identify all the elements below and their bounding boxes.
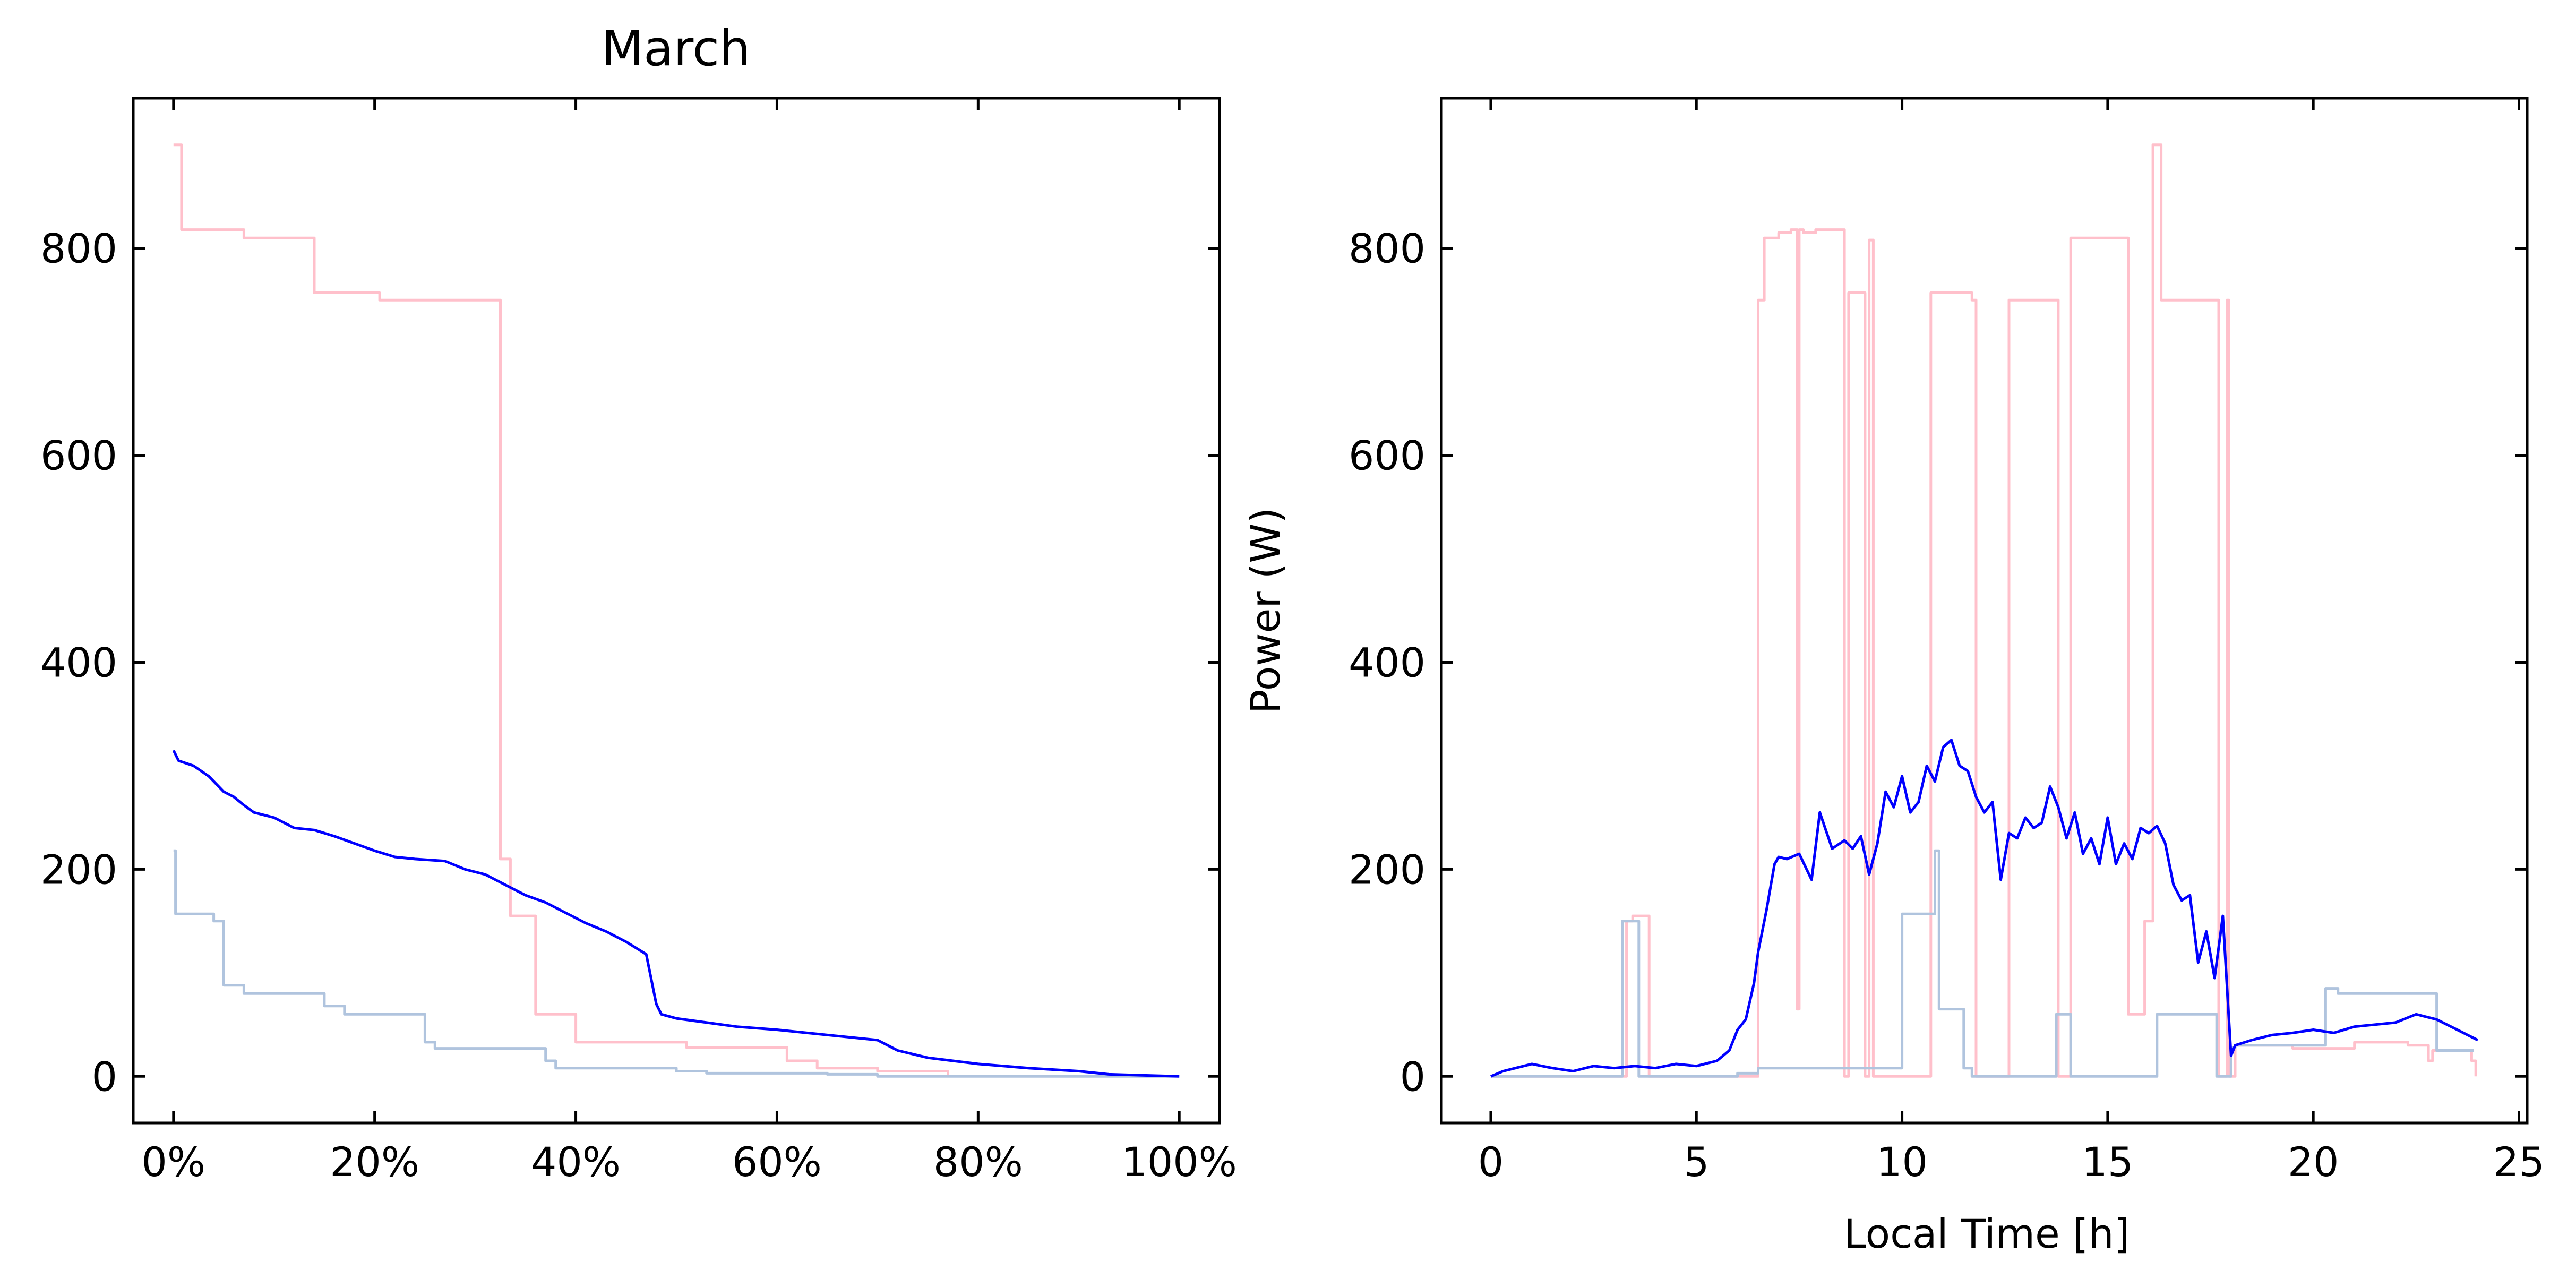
series-line-2 xyxy=(173,849,1180,1078)
ticks-layer: 0% 20% 40% 60% 80% 100% 0 200 400 600 800 xyxy=(40,98,1237,1186)
series-line-3 xyxy=(1490,739,2479,1078)
chart-march: March 0% 20% 40% 60% 80% 100% 0 200 400 600 800 xyxy=(40,20,1237,1186)
series-layer xyxy=(172,143,1180,1078)
x-axis-label: Local Time [h] xyxy=(1844,1210,2130,1257)
x-tick-label: 60% xyxy=(732,1138,822,1186)
series-line-3 xyxy=(172,750,1180,1078)
x-tick-label: 0 xyxy=(1478,1138,1504,1186)
y-tick-label: 800 xyxy=(1349,225,1426,272)
y-tick-label: 0 xyxy=(1400,1053,1426,1100)
x-tick-label: 40% xyxy=(531,1138,621,1186)
plot-frame xyxy=(1440,97,2529,1125)
series-line-2 xyxy=(1491,849,2474,1078)
ticks-layer: 0 5 10 15 20 25 0 200 400 600 800 xyxy=(1349,98,2545,1186)
y-tick-label: 600 xyxy=(1349,432,1426,479)
x-tick-label: 20 xyxy=(2288,1138,2339,1186)
x-tick-label: 100% xyxy=(1122,1138,1237,1186)
y-tick-label: 800 xyxy=(40,225,117,272)
x-tick-label: 25 xyxy=(2493,1138,2545,1186)
x-tick-label: 20% xyxy=(330,1138,419,1186)
y-axis-label: Power (W) xyxy=(1242,508,1289,714)
x-tick-label: 15 xyxy=(2082,1138,2134,1186)
y-tick-label: 200 xyxy=(40,846,117,893)
series-layer xyxy=(1490,143,2479,1078)
plot-frame xyxy=(132,97,1221,1125)
y-tick-label: 0 xyxy=(92,1053,117,1100)
y-tick-label: 600 xyxy=(40,432,117,479)
y-tick-label: 400 xyxy=(40,639,117,686)
x-tick-label: 10 xyxy=(1876,1138,1928,1186)
chart-title: March xyxy=(602,20,750,77)
x-tick-label: 80% xyxy=(933,1138,1023,1186)
y-tick-label: 400 xyxy=(1349,639,1426,686)
series-line-1 xyxy=(173,143,949,1077)
y-tick-label: 200 xyxy=(1349,846,1426,893)
chart-power-time: Local Time [h] Power (W) 0 5 10 15 20 25 0 200 4… xyxy=(1242,97,2545,1257)
x-tick-label: 5 xyxy=(1684,1138,1709,1186)
x-tick-label: 0% xyxy=(141,1138,205,1186)
